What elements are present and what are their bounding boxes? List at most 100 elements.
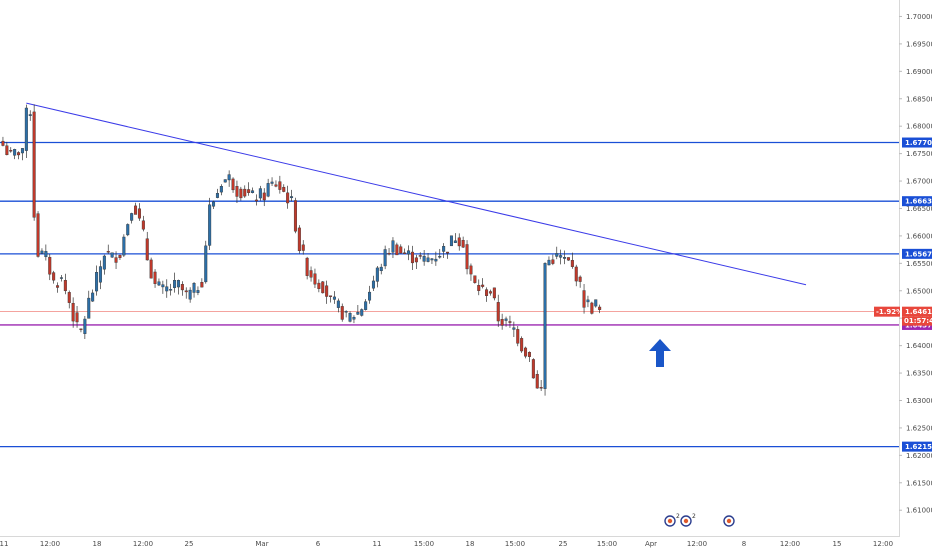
x-tick-label: 15:00: [597, 540, 617, 548]
candle-body: [239, 188, 243, 199]
candle-body: [20, 148, 24, 154]
candle-body: [266, 183, 270, 197]
candle-body: [290, 196, 294, 199]
candle-body: [422, 255, 426, 262]
level-badge-label: 1.65673: [905, 250, 932, 258]
x-tick-label: 6: [316, 540, 321, 548]
candle-body: [329, 295, 333, 297]
x-tick-label: 12:00: [40, 540, 60, 548]
countdown-label: 01:57:40: [904, 317, 932, 325]
current-price-label: 1.64619: [905, 308, 932, 316]
candle-body: [473, 275, 477, 283]
y-tick-label: 1.69500: [906, 40, 932, 48]
candle-body: [446, 251, 450, 254]
candle-body: [212, 201, 216, 207]
level-badge: [902, 196, 932, 207]
candle-body: [527, 351, 531, 357]
candle-body: [516, 329, 520, 344]
candle-body: [231, 178, 235, 191]
candle-body: [434, 258, 438, 262]
x-tick-label: 25: [559, 540, 568, 548]
candle-body: [161, 284, 165, 288]
candle-body: [368, 291, 372, 301]
candle-body: [578, 276, 582, 282]
candle-body: [243, 188, 247, 197]
candle-body: [442, 246, 446, 252]
candle-body: [63, 279, 67, 292]
candle-body: [110, 252, 114, 258]
candle-body: [492, 287, 496, 299]
x-tick-label: 11: [0, 540, 8, 548]
y-tick-label: 1.65000: [906, 287, 932, 295]
candle-body: [430, 258, 434, 261]
candle-body: [102, 255, 106, 270]
level-badge-label: 1.67702: [905, 139, 932, 147]
candle-body: [258, 188, 262, 199]
candle-body: [485, 289, 489, 296]
candle-body: [56, 285, 60, 288]
candle-body: [44, 251, 48, 258]
candle-body: [426, 257, 430, 262]
level-badge: [902, 137, 932, 148]
candle-body: [418, 255, 422, 257]
candle-body: [453, 240, 457, 243]
candle-body: [188, 289, 192, 300]
candle-body: [83, 318, 87, 334]
trendline: [26, 102, 807, 286]
candle-body: [547, 259, 551, 266]
y-tick-label: 1.62000: [906, 452, 932, 460]
candle-body: [286, 192, 290, 204]
candle-body: [364, 301, 368, 310]
y-axis: 1.70000 1.69500 1.69000 1.68500 1.68000 1.675…: [899, 0, 932, 536]
candle-body: [566, 257, 570, 261]
candle-body: [282, 186, 286, 192]
candle-body: [555, 253, 559, 257]
candle-body: [570, 259, 574, 267]
y-tick-label: 1.69000: [906, 68, 932, 76]
candle-body: [356, 312, 360, 315]
y-tick-label: 1.63500: [906, 370, 932, 378]
x-tick-label: 12:00: [780, 540, 800, 548]
candle-body: [91, 292, 95, 302]
candle-body: [184, 290, 188, 293]
x-tick-label: 15:00: [505, 540, 525, 548]
candle-body: [535, 373, 539, 389]
candle-body: [67, 292, 71, 303]
candle-body: [559, 255, 563, 258]
candle-body: [301, 244, 305, 251]
candle-body: [95, 272, 99, 292]
x-axis: 11 12:00 18 12:00 25 Mar 6 11 15:00 18 15:00 25 15:0…: [0, 536, 900, 548]
candle-body: [141, 220, 145, 230]
candle-body: [173, 280, 177, 288]
candle-body: [227, 174, 231, 181]
price-badges: 1.677021.666331.656731.621591.64377-1.92…: [874, 137, 932, 452]
candle-body: [590, 302, 594, 314]
event-icon[interactable]: 2: [680, 513, 696, 527]
candle-body: [9, 150, 13, 152]
candle-body: [274, 184, 278, 187]
candle-body: [371, 280, 375, 289]
candle-body: [17, 152, 21, 156]
candle-body: [223, 179, 227, 183]
event-icon[interactable]: [723, 515, 735, 527]
event-icon[interactable]: 2: [664, 513, 680, 527]
y-tick-label: 1.62500: [906, 424, 932, 432]
candle-body: [254, 199, 258, 202]
candle-body: [137, 208, 141, 219]
x-tick-label: 25: [185, 540, 194, 548]
candle-body: [574, 266, 578, 282]
candle-body: [32, 111, 36, 218]
candle-body: [126, 224, 130, 236]
candle-body: [251, 190, 255, 193]
y-tick-label: 1.66000: [906, 232, 932, 240]
x-tick-label: 12:00: [873, 540, 893, 548]
candle-body: [336, 300, 340, 308]
candle-body: [387, 253, 391, 255]
up-arrow-annotation: [649, 339, 671, 367]
candle-body: [98, 266, 102, 283]
y-tick-label: 1.63000: [906, 397, 932, 405]
level-badge-label: 1.66633: [905, 198, 932, 206]
candle-body: [59, 277, 63, 279]
